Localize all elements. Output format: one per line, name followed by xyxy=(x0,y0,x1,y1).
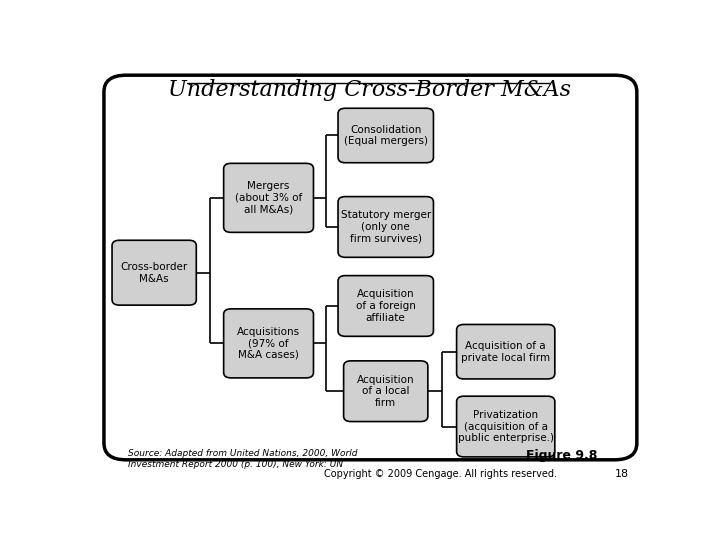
Text: Statutory merger
(only one
firm survives): Statutory merger (only one firm survives… xyxy=(341,211,431,244)
Text: Acquisition
of a local
firm: Acquisition of a local firm xyxy=(357,375,415,408)
Text: Mergers
(about 3% of
all M&As): Mergers (about 3% of all M&As) xyxy=(235,181,302,214)
FancyBboxPatch shape xyxy=(338,197,433,258)
FancyBboxPatch shape xyxy=(338,108,433,163)
Text: Acquisition of a
private local firm: Acquisition of a private local firm xyxy=(461,341,550,362)
FancyBboxPatch shape xyxy=(104,75,637,460)
Text: Consolidation
(Equal mergers): Consolidation (Equal mergers) xyxy=(343,125,428,146)
Text: Understanding Cross-Border M&As: Understanding Cross-Border M&As xyxy=(168,79,570,102)
Text: Source: Adapted from United Nations, 2000, World
Investment Report 2000 (p. 100): Source: Adapted from United Nations, 200… xyxy=(128,449,357,469)
Text: Copyright © 2009 Cengage. All rights reserved.: Copyright © 2009 Cengage. All rights res… xyxy=(324,469,557,479)
Text: Figure 9.8: Figure 9.8 xyxy=(526,449,598,462)
FancyBboxPatch shape xyxy=(456,325,555,379)
Text: Privatization
(acquisition of a
public enterprise.): Privatization (acquisition of a public e… xyxy=(458,410,554,443)
Text: Acquisition
of a foreign
affiliate: Acquisition of a foreign affiliate xyxy=(356,289,415,322)
Text: Cross-border
M&As: Cross-border M&As xyxy=(120,262,188,284)
Text: Acquisitions
(97% of
M&A cases): Acquisitions (97% of M&A cases) xyxy=(237,327,300,360)
FancyBboxPatch shape xyxy=(343,361,428,422)
Text: 18: 18 xyxy=(614,469,629,479)
FancyBboxPatch shape xyxy=(224,309,313,378)
FancyBboxPatch shape xyxy=(338,275,433,336)
FancyBboxPatch shape xyxy=(224,163,313,232)
FancyBboxPatch shape xyxy=(112,240,197,305)
FancyBboxPatch shape xyxy=(456,396,555,457)
